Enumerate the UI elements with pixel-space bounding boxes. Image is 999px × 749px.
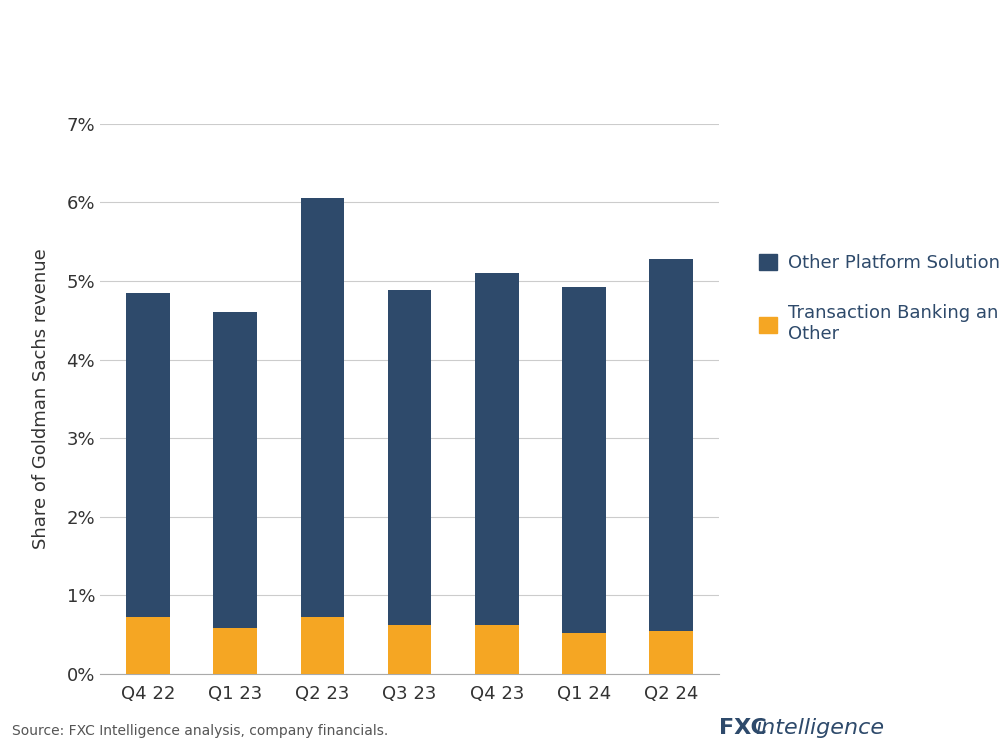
Bar <box>649 259 693 631</box>
Bar <box>214 312 257 628</box>
Bar <box>562 287 605 633</box>
Bar <box>301 198 345 616</box>
Bar <box>649 631 693 674</box>
Text: Platform Solutions accounts for 5% of Goldman Sachs revenue: Platform Solutions accounts for 5% of Go… <box>12 19 944 46</box>
Y-axis label: Share of Goldman Sachs revenue: Share of Goldman Sachs revenue <box>32 249 50 549</box>
Text: intelligence: intelligence <box>755 718 884 738</box>
Text: Source: FXC Intelligence analysis, company financials.: Source: FXC Intelligence analysis, compa… <box>12 724 389 738</box>
Text: FXC: FXC <box>719 718 767 738</box>
Bar <box>126 293 170 616</box>
Bar <box>388 291 432 625</box>
Bar <box>388 625 432 674</box>
Bar <box>301 616 345 674</box>
Bar <box>475 273 518 625</box>
Bar <box>214 628 257 674</box>
Bar <box>562 633 605 674</box>
Legend: Other Platform Solutions, Transaction Banking and
Other: Other Platform Solutions, Transaction Ba… <box>759 254 999 343</box>
Text: Goldman Sachs Platform Solutions share of total revenue, split by revenue type: Goldman Sachs Platform Solutions share o… <box>12 79 731 97</box>
Bar <box>126 616 170 674</box>
Bar <box>475 625 518 674</box>
